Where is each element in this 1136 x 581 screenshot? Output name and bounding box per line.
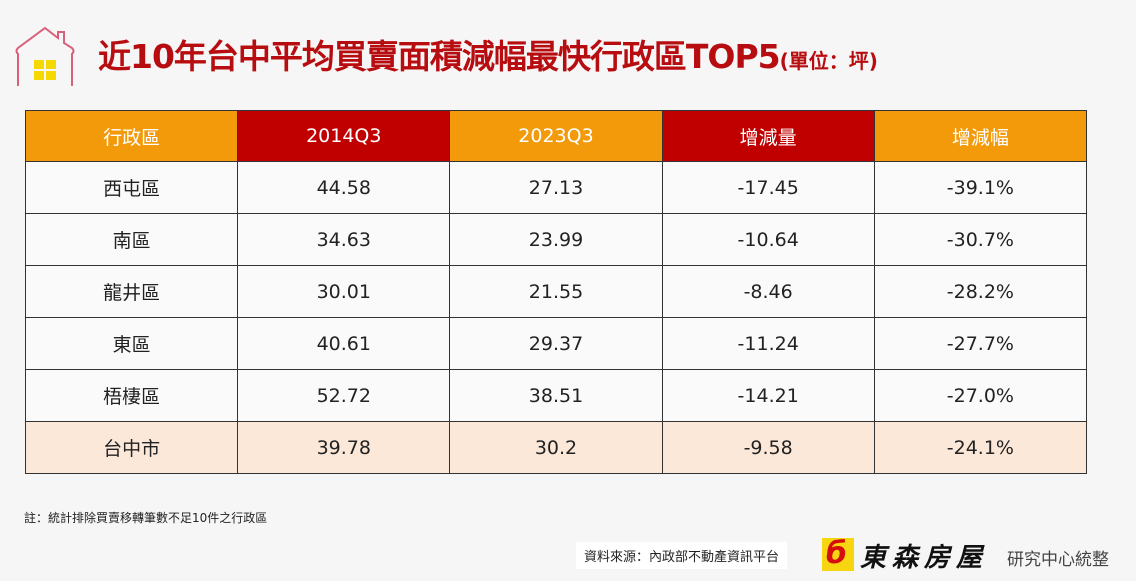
table-cell: -11.24 — [661, 317, 875, 370]
table-cell: 27.13 — [449, 161, 663, 214]
table-cell: -10.64 — [661, 213, 875, 266]
table-cell: -27.0% — [873, 369, 1088, 422]
table-cell: 34.63 — [237, 213, 451, 266]
table-cell: -17.45 — [661, 161, 875, 214]
table-cell: 40.61 — [237, 317, 451, 370]
table-cell: 21.55 — [449, 265, 663, 318]
table-row: 西屯區 44.58 27.13 -17.45 -39.1% — [24, 161, 1088, 214]
table-cell: -24.1% — [873, 421, 1088, 474]
table-row: 龍井區 30.01 21.55 -8.46 -28.2% — [24, 265, 1088, 318]
table-cell: -8.46 — [661, 265, 875, 318]
table-cell: 南區 — [24, 213, 239, 266]
table-cell: 39.78 — [237, 421, 451, 474]
brand-subtitle: 研究中心統整 — [1007, 550, 1109, 570]
table-cell: -30.7% — [873, 213, 1088, 266]
table-cell: 東區 — [24, 317, 239, 370]
table-row: 梧棲區 52.72 38.51 -14.21 -27.0% — [24, 369, 1088, 422]
table-row: 台中市 39.78 30.2 -9.58 -24.1% — [24, 421, 1088, 474]
page-title: 近10年台中平均買賣面積減幅最快行政區TOP5(單位：坪) — [98, 30, 878, 78]
table-cell: -39.1% — [873, 161, 1088, 214]
table-header-row: 行政區 2014Q3 2023Q3 增減量 增減幅 — [24, 110, 1088, 162]
table-cell: 30.2 — [449, 421, 663, 474]
table-cell: 52.72 — [237, 369, 451, 422]
table-cell: 台中市 — [24, 421, 239, 474]
column-header: 2014Q3 — [237, 110, 451, 162]
table-row: 南區 34.63 23.99 -10.64 -30.7% — [24, 213, 1088, 266]
table-cell: 29.37 — [449, 317, 663, 370]
table-cell: -14.21 — [661, 369, 875, 422]
table-cell: -27.7% — [873, 317, 1088, 370]
table-cell: -9.58 — [661, 421, 875, 474]
brand-logo-icon — [822, 538, 854, 571]
data-source: 資料來源：內政部不動產資訊平台 — [576, 542, 788, 569]
brand-name: 東森房屋 — [860, 543, 989, 573]
table-row: 東區 40.61 29.37 -11.24 -27.7% — [24, 317, 1088, 370]
table-cell: 30.01 — [237, 265, 451, 318]
table-cell: -28.2% — [873, 265, 1088, 318]
footnote: 註：統計排除買賣移轉筆數不足10件之行政區 — [24, 511, 268, 525]
column-header: 2023Q3 — [449, 110, 663, 162]
house-icon — [15, 26, 75, 86]
column-header: 增減量 — [661, 110, 875, 162]
table-cell: 西屯區 — [24, 161, 239, 214]
title-text: 近10年台中平均買賣面積減幅最快行政區TOP5 — [98, 37, 781, 76]
column-header: 行政區 — [24, 110, 239, 162]
table-cell: 梧棲區 — [24, 369, 239, 422]
table-cell: 38.51 — [449, 369, 663, 422]
unit-label: (單位：坪) — [779, 49, 878, 73]
table-cell: 龍井區 — [24, 265, 239, 318]
brand-logo-mark: б — [826, 536, 847, 571]
data-table: 行政區 2014Q3 2023Q3 增減量 增減幅 西屯區 44.58 27.13-… — [24, 110, 1088, 474]
table-cell: 44.58 — [237, 161, 451, 214]
table-cell: 23.99 — [449, 213, 663, 266]
column-header: 增減幅 — [873, 110, 1088, 162]
